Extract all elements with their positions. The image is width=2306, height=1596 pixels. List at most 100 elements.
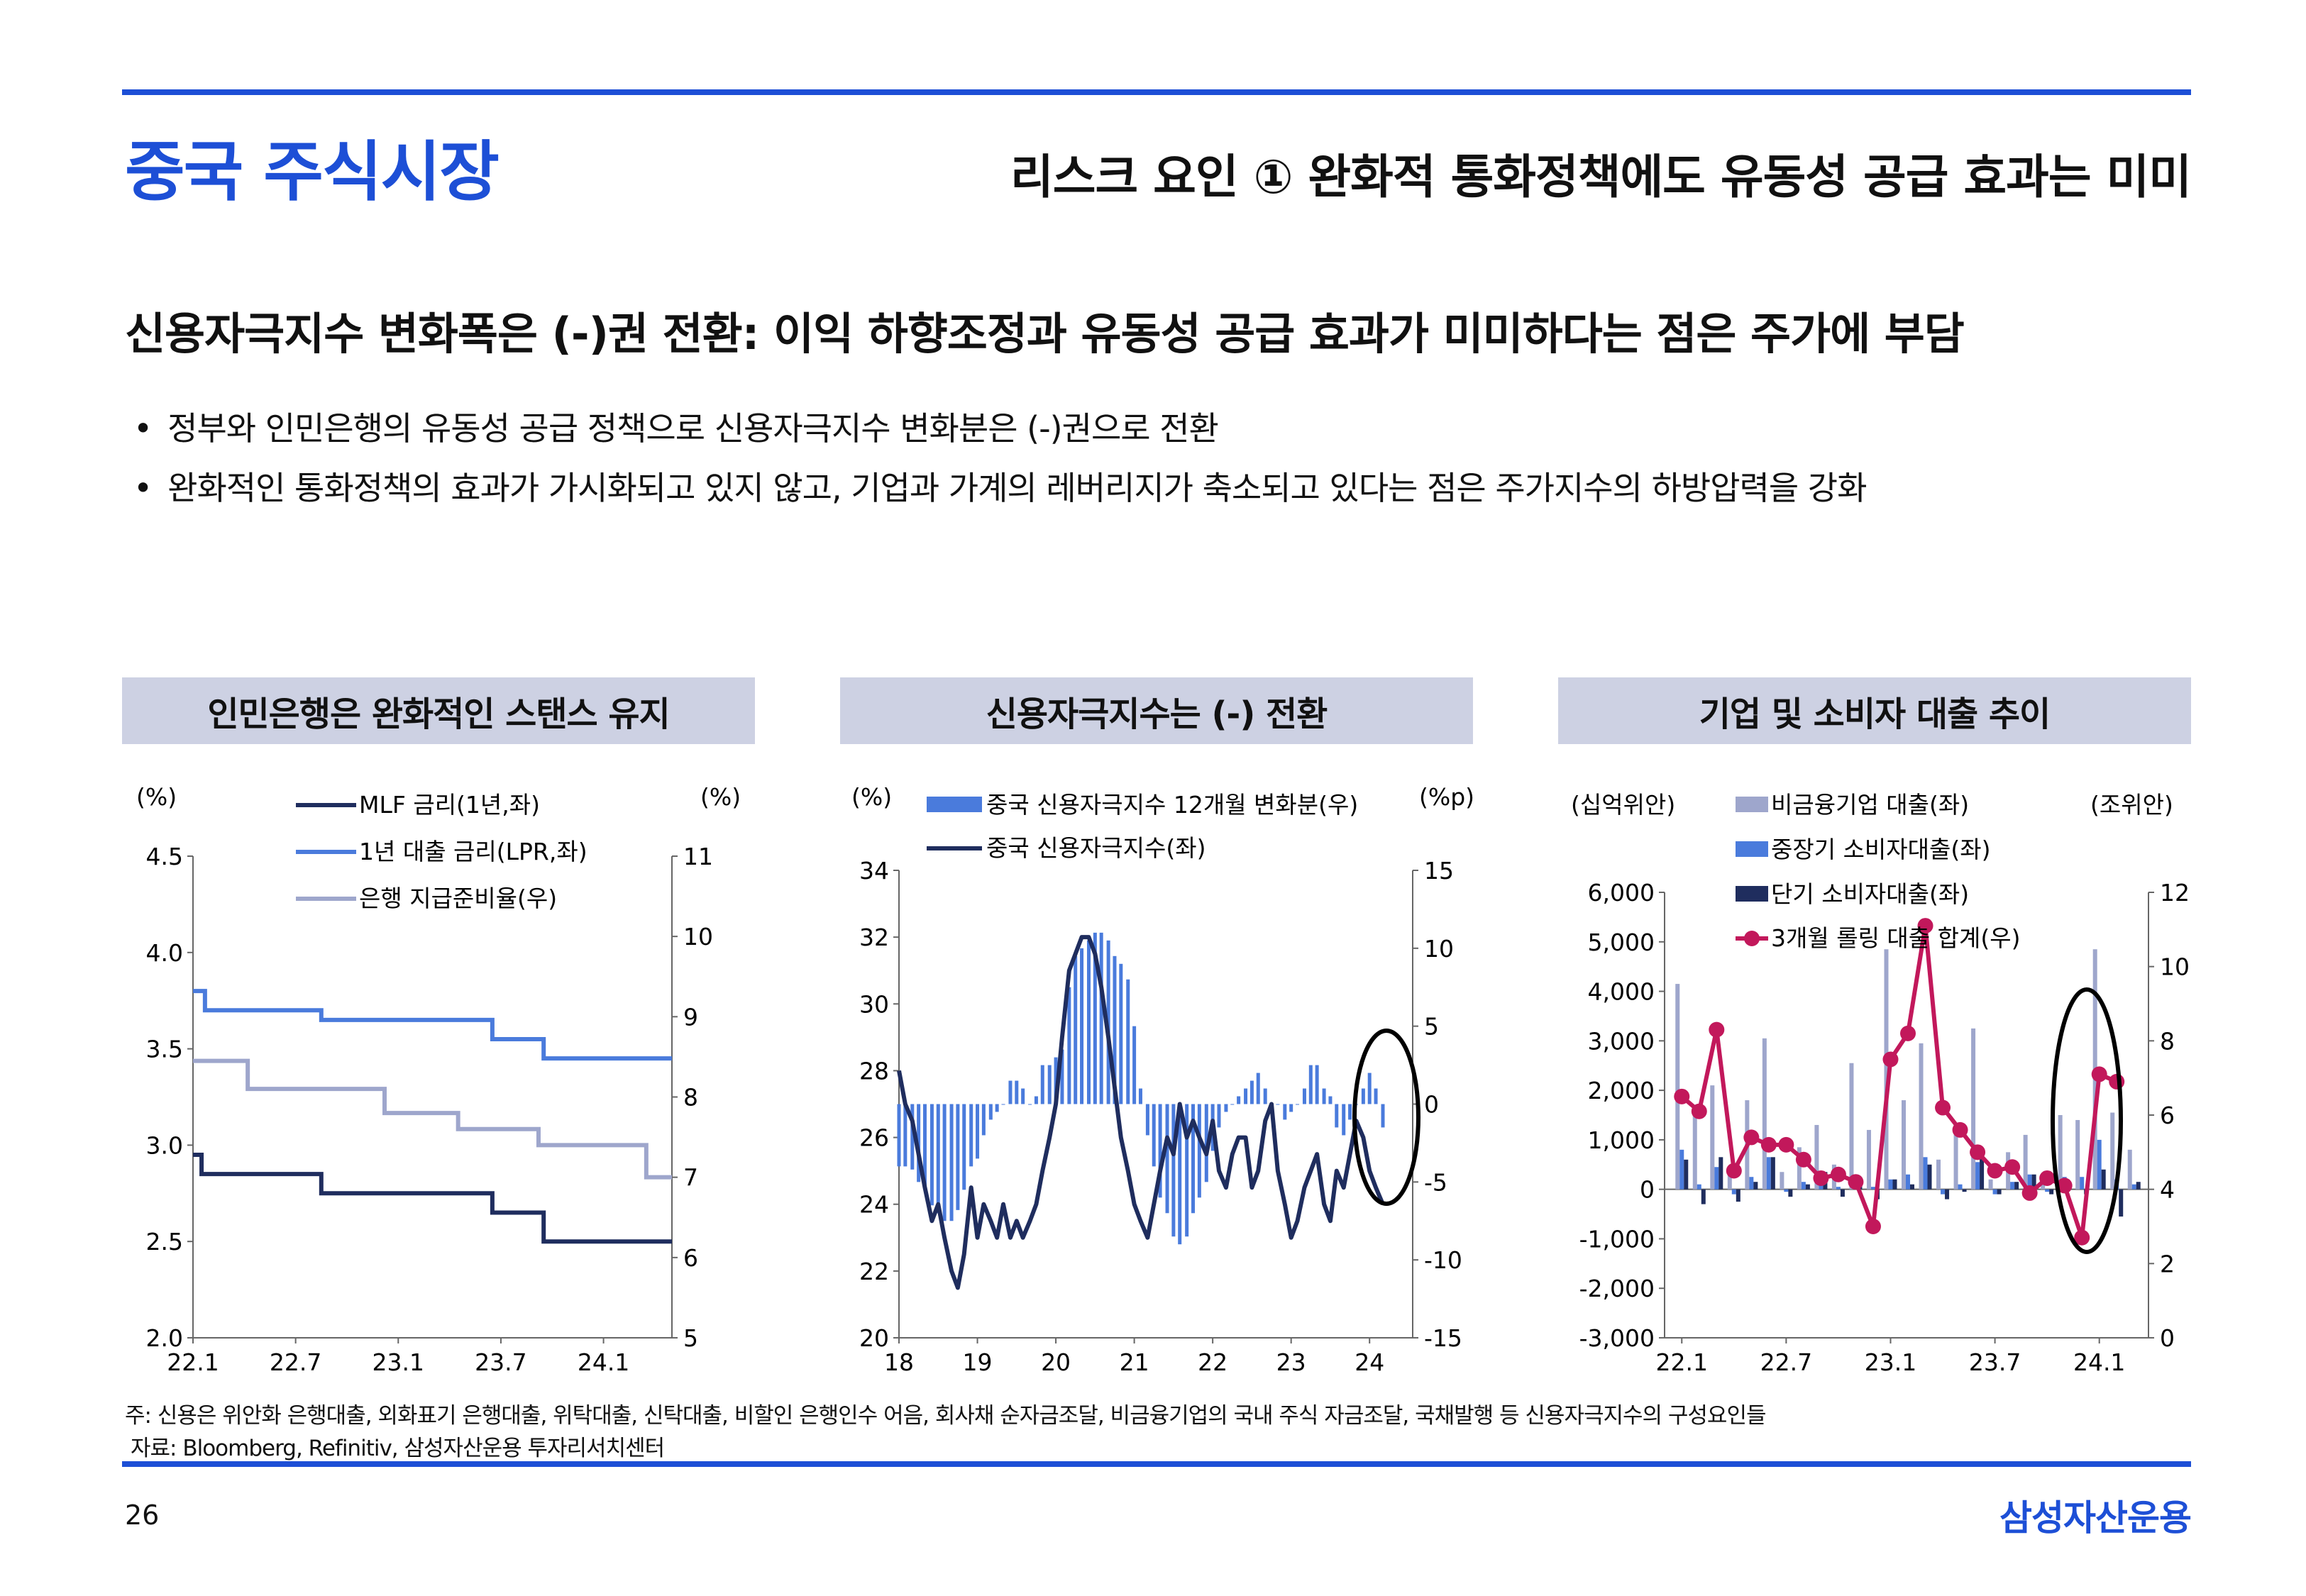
legend-label-corporate: 비금융기업 대출(좌) bbox=[1771, 791, 1969, 819]
consumer-long-loan-bar bbox=[2010, 1182, 2015, 1190]
left-unit: (%) bbox=[851, 783, 892, 811]
credit-impulse-change-bar bbox=[1230, 1104, 1235, 1105]
consumer-short-loan-bar bbox=[2031, 1174, 2036, 1190]
y-tick-label-left: 22 bbox=[859, 1258, 889, 1285]
y-tick-label-left: 4.5 bbox=[146, 843, 183, 870]
legend-marker-rolling bbox=[1744, 931, 1760, 946]
rolling-loan-total-point bbox=[2109, 1073, 2125, 1090]
chart-policy-rates: (%) (%) MLF 금리(1년,좌) 1년 대출 금리(LPR,좌) 은행 … bbox=[136, 783, 741, 1376]
right-unit: (조위안) bbox=[2090, 791, 2173, 819]
y-tick-label-left: 20 bbox=[859, 1324, 889, 1352]
consumer-long-loan-bar bbox=[1923, 1157, 1928, 1190]
credit-impulse-change-bar bbox=[969, 1104, 973, 1167]
credit-impulse-change-bar bbox=[1374, 1088, 1378, 1104]
credit-impulse-change-bar bbox=[1322, 1088, 1326, 1104]
credit-impulse-change-bar bbox=[1015, 1080, 1019, 1104]
credit-impulse-change-bar bbox=[922, 1104, 927, 1190]
credit-impulse-change-bar bbox=[1237, 1096, 1241, 1104]
consumer-short-loan-bar bbox=[1840, 1189, 1845, 1197]
y-tick-label-left: 3,000 bbox=[1588, 1027, 1655, 1055]
y-tick-label-right: -15 bbox=[1424, 1324, 1462, 1352]
credit-impulse-change-bar bbox=[1249, 1080, 1254, 1104]
consumer-short-loan-bar bbox=[1788, 1189, 1793, 1197]
credit-impulse-change-bar bbox=[910, 1104, 915, 1170]
page-title: 중국 주식시장 bbox=[125, 134, 500, 210]
consumer-short-loan-bar bbox=[1892, 1179, 1897, 1190]
consumer-long-loan-bar bbox=[1888, 1179, 1893, 1190]
credit-impulse-change-bar bbox=[1308, 1065, 1313, 1104]
credit-impulse-change-bar bbox=[988, 1104, 993, 1120]
y-tick-label-right: 2 bbox=[2160, 1250, 2175, 1278]
credit-impulse-change-bar bbox=[1060, 1049, 1064, 1104]
y-tick-label-right: 15 bbox=[1424, 857, 1454, 885]
credit-impulse-change-bar bbox=[1008, 1080, 1013, 1104]
credit-impulse-change-bar bbox=[1283, 1104, 1287, 1120]
x-tick-label: 22.1 bbox=[1656, 1348, 1708, 1376]
bullet-item: 정부와 인민은행의 유동성 공급 정책으로 신용자극지수 변화분은 (-)권으로… bbox=[133, 403, 1219, 450]
legend-label-consumer-long: 중장기 소비자대출(좌) bbox=[1771, 836, 1990, 863]
rolling-loan-total-point bbox=[1778, 1136, 1794, 1153]
credit-impulse-change-bar bbox=[1034, 1096, 1038, 1104]
consumer-long-loan-bar bbox=[1731, 1189, 1736, 1195]
right-unit: (%) bbox=[700, 783, 741, 811]
credit-impulse-change-bar bbox=[1197, 1104, 1201, 1198]
corporate-loan-bar bbox=[2127, 1149, 2132, 1190]
consumer-long-loan-bar bbox=[2045, 1189, 2050, 1192]
y-tick-label-left: 6,000 bbox=[1588, 879, 1655, 907]
y-tick-label-left: 1,000 bbox=[1588, 1126, 1655, 1154]
credit-impulse-change-bar bbox=[936, 1104, 940, 1214]
legend-label-rrr: 은행 지급준비율(우) bbox=[359, 885, 557, 912]
credit-impulse-change-bar bbox=[1093, 932, 1097, 1104]
consumer-short-loan-bar bbox=[1927, 1164, 1932, 1190]
credit-impulse-change-bar bbox=[962, 1104, 966, 1190]
credit-impulse-change-bar bbox=[1021, 1088, 1025, 1104]
y-tick-label-right: 10 bbox=[683, 923, 713, 951]
x-tick-label: 23.1 bbox=[1865, 1348, 1916, 1376]
x-tick-label: 22.7 bbox=[270, 1348, 321, 1376]
corporate-loan-bar bbox=[1780, 1172, 1784, 1190]
consumer-long-loan-bar bbox=[1941, 1189, 1946, 1195]
lpr-line bbox=[193, 989, 672, 1061]
rolling-loan-total-point bbox=[1691, 1103, 1707, 1119]
credit-impulse-change-bar bbox=[1244, 1088, 1248, 1104]
consumer-long-loan-bar bbox=[1766, 1157, 1771, 1190]
rolling-loan-total-point bbox=[1952, 1121, 1968, 1138]
x-tick-label: 18 bbox=[884, 1348, 914, 1376]
legend-label-rolling: 3개월 롤링 대출 합계(우) bbox=[1771, 924, 2020, 952]
y-tick-label-left: 2.5 bbox=[146, 1228, 183, 1256]
credit-impulse-change-bar bbox=[929, 1104, 934, 1206]
corporate-loan-bar bbox=[1971, 1028, 1976, 1190]
legend-label-index: 중국 신용자극지수(좌) bbox=[986, 834, 1206, 862]
credit-impulse-change-bar bbox=[1074, 955, 1078, 1104]
credit-impulse-change-bar bbox=[1132, 1026, 1137, 1104]
consumer-short-loan-bar bbox=[1684, 1159, 1689, 1190]
credit-impulse-change-bar bbox=[1178, 1104, 1182, 1245]
x-tick-label: 23.7 bbox=[1969, 1348, 2021, 1376]
left-unit: (십억위안) bbox=[1571, 791, 1675, 819]
consumer-short-loan-bar bbox=[2119, 1189, 2124, 1217]
credit-impulse-change-bar bbox=[1185, 1104, 1189, 1237]
x-tick-label: 24 bbox=[1355, 1348, 1384, 1376]
consumer-short-loan-bar bbox=[1719, 1157, 1723, 1190]
corporate-loan-bar bbox=[1884, 949, 1889, 1190]
credit-impulse-change-bar bbox=[1145, 1104, 1149, 1136]
bottom-rule bbox=[122, 1461, 2191, 1467]
top-rule bbox=[122, 89, 2191, 95]
legend-swatch-corporate bbox=[1736, 797, 1768, 812]
legend-swatch-consumer-short bbox=[1736, 886, 1768, 902]
credit-impulse-change-bar bbox=[1348, 1104, 1352, 1120]
corporate-loan-bar bbox=[1936, 1159, 1941, 1190]
consumer-short-loan-bar bbox=[1980, 1154, 1985, 1190]
rolling-loan-total-point bbox=[2021, 1185, 2038, 1201]
x-tick-label: 23.1 bbox=[373, 1348, 424, 1376]
consumer-long-loan-bar bbox=[1906, 1174, 1910, 1190]
consumer-short-loan-bar bbox=[1753, 1182, 1758, 1190]
rolling-loan-total-point bbox=[2074, 1229, 2090, 1246]
credit-impulse-change-bar bbox=[1113, 955, 1117, 1104]
rolling-loan-total-point bbox=[2004, 1159, 2021, 1175]
rolling-loan-total-point bbox=[1760, 1136, 1777, 1153]
credit-impulse-change-bar bbox=[1171, 1104, 1176, 1237]
y-tick-label-left: -2,000 bbox=[1579, 1275, 1655, 1302]
y-tick-label-left: 26 bbox=[859, 1124, 889, 1152]
rolling-loan-total-point bbox=[1865, 1219, 1881, 1234]
